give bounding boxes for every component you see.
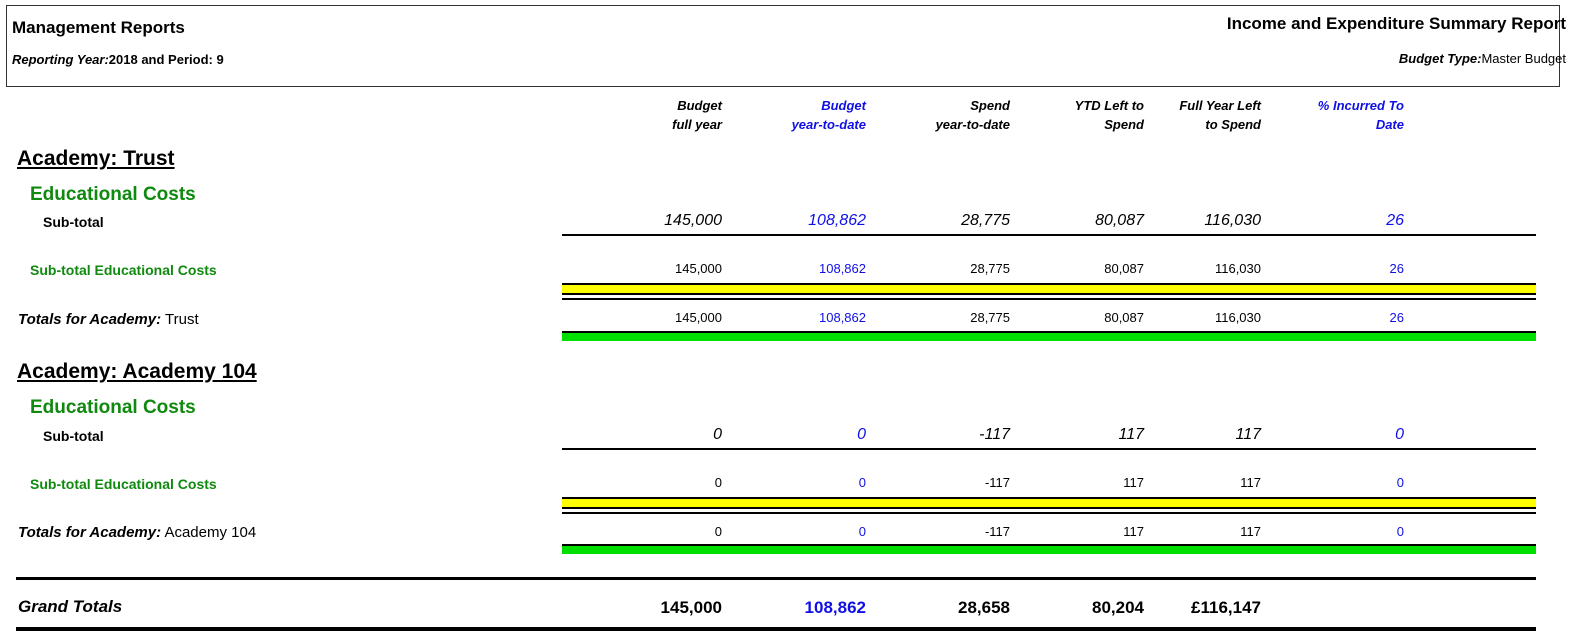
col-header-line2: to Spend	[1205, 117, 1261, 132]
grand-total-full-year-left: £116,147	[1191, 598, 1261, 617]
subtotal-percent-incurred: 26	[1386, 212, 1404, 229]
subtotal-label: Sub-total	[43, 428, 104, 444]
category-subtotal-bar	[562, 497, 1536, 509]
category-subtotal-budget-ytd: 108,862	[819, 261, 866, 276]
grand-total-ytd-left: 80,204	[1092, 598, 1144, 617]
totals-ytd-left: 117	[1123, 524, 1144, 539]
totals-spend-ytd: 28,775	[970, 310, 1010, 325]
grand-totals-top-rule	[16, 577, 1536, 580]
grand-total-budget-full-year: 145,000	[660, 598, 722, 617]
totals-full-year-left: 117	[1240, 524, 1261, 539]
academy-totals-name: Trust	[165, 311, 199, 328]
academy-totals-label: Totals for Academy:	[18, 524, 162, 541]
col-header-full-year-left: Full Year Left to Spend	[1179, 96, 1261, 134]
academy-title: Academy: Academy 104	[17, 360, 257, 383]
academy-totals-bar	[562, 331, 1536, 341]
page-title: Management Reports	[12, 18, 185, 37]
report-title: Income and Expenditure Summary Report	[1226, 14, 1566, 33]
totals-budget-full-year: 145,000	[675, 310, 722, 325]
subtotal-ytd-left: 80,087	[1095, 212, 1144, 229]
grand-totals-bottom-rule	[16, 627, 1536, 631]
subtotal-ytd-left: 117	[1118, 426, 1144, 443]
academy-title: Academy: Trust	[17, 147, 175, 170]
subtotal-budget-ytd: 0	[857, 426, 866, 443]
totals-ytd-left: 80,087	[1104, 310, 1144, 325]
category-subtotal-label: Sub-total Educational Costs	[30, 262, 217, 278]
category-title: Educational Costs	[30, 397, 196, 418]
category-subtotal-ytd-left: 80,087	[1104, 261, 1144, 276]
category-subtotal-percent-incurred: 0	[1396, 475, 1404, 490]
col-header-line2: Spend	[1104, 117, 1144, 132]
divider	[562, 448, 1536, 450]
academy-totals-name: Academy 104	[164, 524, 257, 541]
budget-type-label: Budget Type:	[1398, 51, 1482, 66]
category-subtotal-budget-ytd: 0	[858, 475, 866, 490]
subtotal-spend-ytd: 28,775	[961, 212, 1010, 229]
col-header-budget-ytd: Budget year-to-date	[792, 96, 866, 134]
category-title: Educational Costs	[30, 184, 196, 205]
col-header-budget-full-year: Budget full year	[672, 96, 722, 134]
category-subtotal-budget-full-year: 0	[714, 475, 722, 490]
col-header-line1: Budget	[677, 98, 722, 113]
category-subtotal-full-year-left: 117	[1240, 475, 1261, 490]
totals-percent-incurred: 26	[1389, 310, 1404, 325]
col-header-line1: Budget	[821, 98, 866, 113]
totals-budget-ytd: 108,862	[819, 310, 866, 325]
subtotal-budget-full-year: 145,000	[664, 212, 722, 229]
col-header-percent-incurred: % Incurred To Date	[1318, 96, 1404, 134]
subtotal-spend-ytd: -117	[979, 426, 1010, 443]
academy-totals: Totals for Academy: Trust	[18, 311, 199, 328]
subtotal-full-year-left: 117	[1235, 426, 1261, 443]
totals-budget-full-year: 0	[714, 524, 722, 539]
grand-total-budget-ytd: 108,862	[804, 598, 866, 617]
divider	[562, 512, 1536, 514]
divider	[562, 234, 1536, 236]
category-subtotal-full-year-left: 116,030	[1214, 261, 1261, 276]
totals-percent-incurred: 0	[1396, 524, 1404, 539]
category-subtotal-ytd-left: 117	[1123, 475, 1144, 490]
col-header-ytd-left: YTD Left to Spend	[1075, 96, 1144, 134]
category-subtotal-label: Sub-total Educational Costs	[30, 476, 217, 492]
category-subtotal-bar	[562, 283, 1536, 295]
academy-totals: Totals for Academy: Academy 104	[18, 524, 256, 541]
col-header-line1: % Incurred To	[1317, 98, 1404, 113]
subtotal-full-year-left: 116,030	[1204, 212, 1261, 229]
grand-total-spend-ytd: 28,658	[958, 598, 1010, 617]
col-header-spend-ytd: Spend year-to-date	[936, 96, 1010, 134]
col-header-line2: full year	[672, 117, 722, 132]
academy-totals-label: Totals for Academy:	[18, 311, 162, 328]
subtotal-label: Sub-total	[43, 214, 104, 230]
totals-full-year-left: 116,030	[1214, 310, 1261, 325]
category-subtotal-spend-ytd: 28,775	[970, 261, 1010, 276]
col-header-line1: YTD Left to	[1074, 98, 1144, 113]
subtotal-budget-full-year: 0	[713, 426, 722, 443]
col-header-line2: Date	[1375, 117, 1404, 132]
col-header-line2: year-to-date	[791, 117, 866, 132]
budget-type: Budget Type:Master Budget	[1399, 51, 1566, 66]
totals-spend-ytd: -117	[984, 524, 1010, 539]
subtotal-budget-ytd: 108,862	[808, 212, 866, 229]
totals-budget-ytd: 0	[858, 524, 866, 539]
col-header-line1: Spend	[970, 98, 1010, 113]
col-header-line2: year-to-date	[935, 117, 1010, 132]
budget-type-value: Master Budget	[1481, 51, 1566, 66]
category-subtotal-percent-incurred: 26	[1389, 261, 1404, 276]
category-subtotal-budget-full-year: 145,000	[675, 261, 722, 276]
col-header-line1: Full Year Left	[1179, 98, 1261, 113]
reporting-period-label: Reporting Year:	[12, 52, 109, 67]
category-subtotal-spend-ytd: -117	[984, 475, 1010, 490]
subtotal-percent-incurred: 0	[1395, 426, 1404, 443]
grand-totals-label: Grand Totals	[18, 597, 123, 616]
academy-totals-bar	[562, 544, 1536, 554]
reporting-period: Reporting Year:2018 and Period: 9	[12, 52, 224, 67]
reporting-period-value: 2018 and Period: 9	[108, 52, 224, 67]
report-header	[6, 5, 1560, 87]
divider	[562, 298, 1536, 300]
